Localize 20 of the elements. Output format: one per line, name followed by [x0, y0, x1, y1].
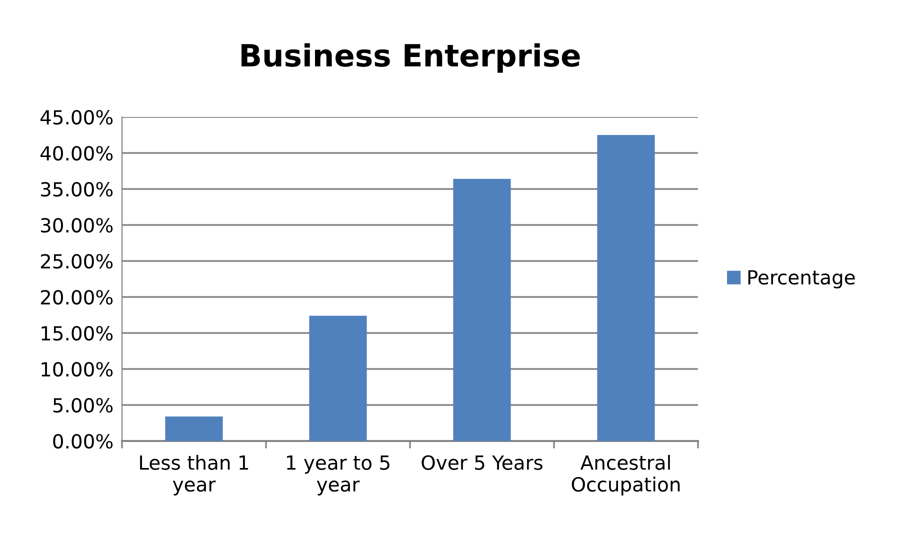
y-tick-label: 15.00% — [42, 326, 113, 341]
x-tick-label: Over 5 Years — [422, 455, 542, 470]
y-tick-label: 20.00% — [40, 290, 113, 305]
y-tick-label: 35.00% — [41, 182, 113, 197]
bar — [597, 135, 655, 441]
y-tick-label: 25.00% — [40, 254, 113, 269]
bar — [453, 178, 511, 441]
y-tick-label: 30.00% — [41, 218, 113, 233]
x-tick-label: 1 year to 5 year — [287, 455, 390, 496]
chart-title: Business Enterprise — [242, 43, 580, 73]
x-tick-label: Less than 1 year — [140, 454, 248, 496]
y-tick-label: 10.00% — [42, 362, 113, 377]
bar — [165, 416, 223, 441]
y-tick-label: 5.00% — [53, 398, 113, 413]
bar — [309, 316, 367, 441]
x-tick-label: Ancestral Occupation — [572, 454, 680, 496]
y-tick-label: 45.00% — [40, 110, 113, 125]
y-tick-label: 40.00% — [40, 146, 113, 161]
legend-label: Percentage — [748, 270, 855, 288]
y-tick-label: 0.00% — [53, 434, 113, 449]
